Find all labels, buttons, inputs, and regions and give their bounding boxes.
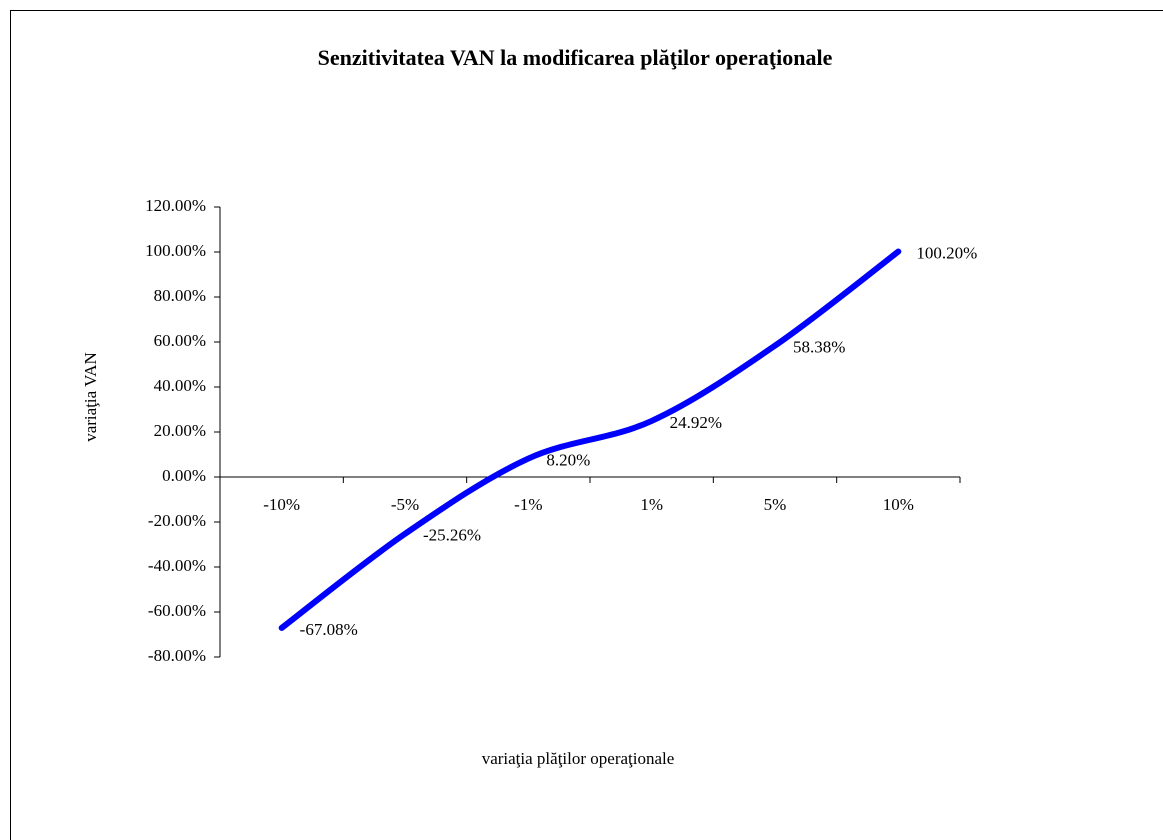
chart-title: Senzitivitatea VAN la modificarea plăţil… <box>318 45 833 70</box>
y-tick-label: 80.00% <box>154 286 206 305</box>
chart-frame <box>10 10 1163 840</box>
y-tick-label: 60.00% <box>154 331 206 350</box>
x-tick-label: -5% <box>391 495 419 514</box>
y-tick-label: 0.00% <box>162 466 206 485</box>
x-tick-label: -1% <box>514 495 542 514</box>
data-line <box>278 248 902 631</box>
x-tick-label: 5% <box>764 495 787 514</box>
y-tick-label: -40.00% <box>148 556 206 575</box>
x-tick-label: 10% <box>883 495 914 514</box>
y-tick-label: 100.00% <box>145 241 206 260</box>
data-label: -67.08% <box>300 620 358 639</box>
y-tick-label: 120.00% <box>145 196 206 215</box>
y-tick-label: -60.00% <box>148 601 206 620</box>
x-axis-label: variaţia plăţilor operaţionale <box>482 749 675 768</box>
y-axis-label: variaţia VAN <box>81 352 100 442</box>
data-label: 8.20% <box>546 450 590 469</box>
y-tick-label: -20.00% <box>148 511 206 530</box>
data-label: -25.26% <box>423 526 481 545</box>
x-tick-label: -10% <box>263 495 300 514</box>
x-tick-label: 1% <box>640 495 663 514</box>
data-label: 24.92% <box>670 413 722 432</box>
data-label: 58.38% <box>793 338 845 357</box>
y-tick-label: 20.00% <box>154 421 206 440</box>
data-label: 100.20% <box>916 243 977 262</box>
y-tick-label: 40.00% <box>154 376 206 395</box>
y-tick-label: -80.00% <box>148 646 206 665</box>
